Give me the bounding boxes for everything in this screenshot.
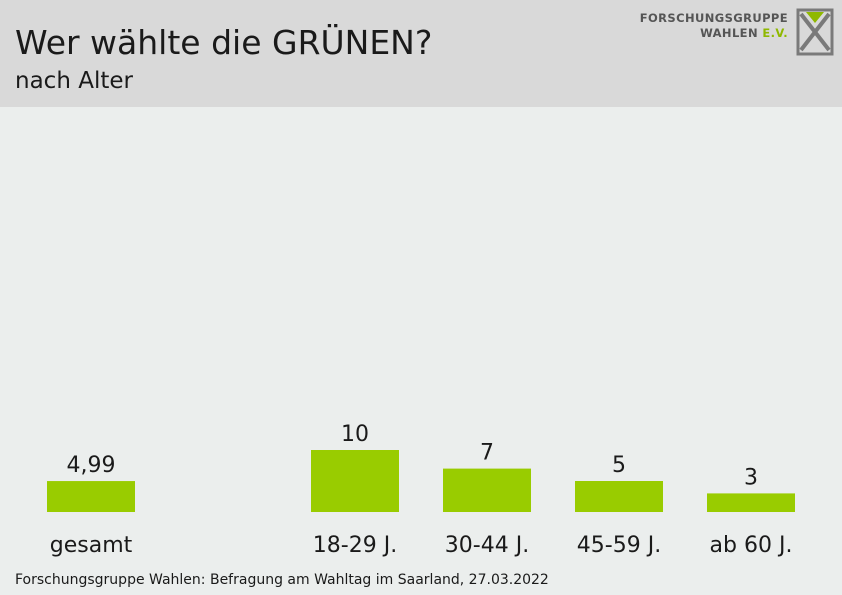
bar-1	[311, 450, 399, 512]
bar-0	[47, 481, 135, 512]
bar-3	[575, 481, 663, 512]
bar-chart: 4,99 gesamt 10 18-29 J. 7 30-44 J. 5 45-59 J. 3 a…	[47, 422, 795, 558]
value-label-0: 4,99	[67, 453, 116, 478]
logo-line-1: FORSCHUNGSGRUPPE	[639, 11, 788, 25]
category-label-2: 30-44 J.	[445, 533, 529, 558]
logo-line-2: WAHLEN E.V.	[640, 26, 788, 41]
value-label-3: 5	[612, 453, 626, 478]
logo-text: FORSCHUNGSGRUPPE WAHLEN E.V.	[640, 11, 788, 41]
source-note: Forschungsgruppe Wahlen: Befragung am Wa…	[15, 572, 549, 588]
value-label-1: 10	[341, 422, 369, 447]
bar-2	[443, 468, 531, 512]
logo-wahlen: WAHLEN	[700, 26, 758, 40]
category-label-1: 18-29 J.	[313, 533, 397, 558]
category-label-3: 45-59 J.	[577, 533, 661, 558]
value-label-4: 3	[744, 465, 758, 490]
value-label-2: 7	[480, 441, 494, 466]
header-band	[0, 0, 842, 107]
bar-4	[707, 493, 795, 512]
chart-subtitle: nach Alter	[15, 68, 133, 94]
category-label-0: gesamt	[50, 533, 133, 558]
logo-ev: E.V.	[762, 26, 788, 40]
category-label-4: ab 60 J.	[710, 533, 793, 558]
logo-x-icon	[796, 8, 834, 56]
chart-title: Wer wählte die GRÜNEN?	[15, 23, 433, 62]
